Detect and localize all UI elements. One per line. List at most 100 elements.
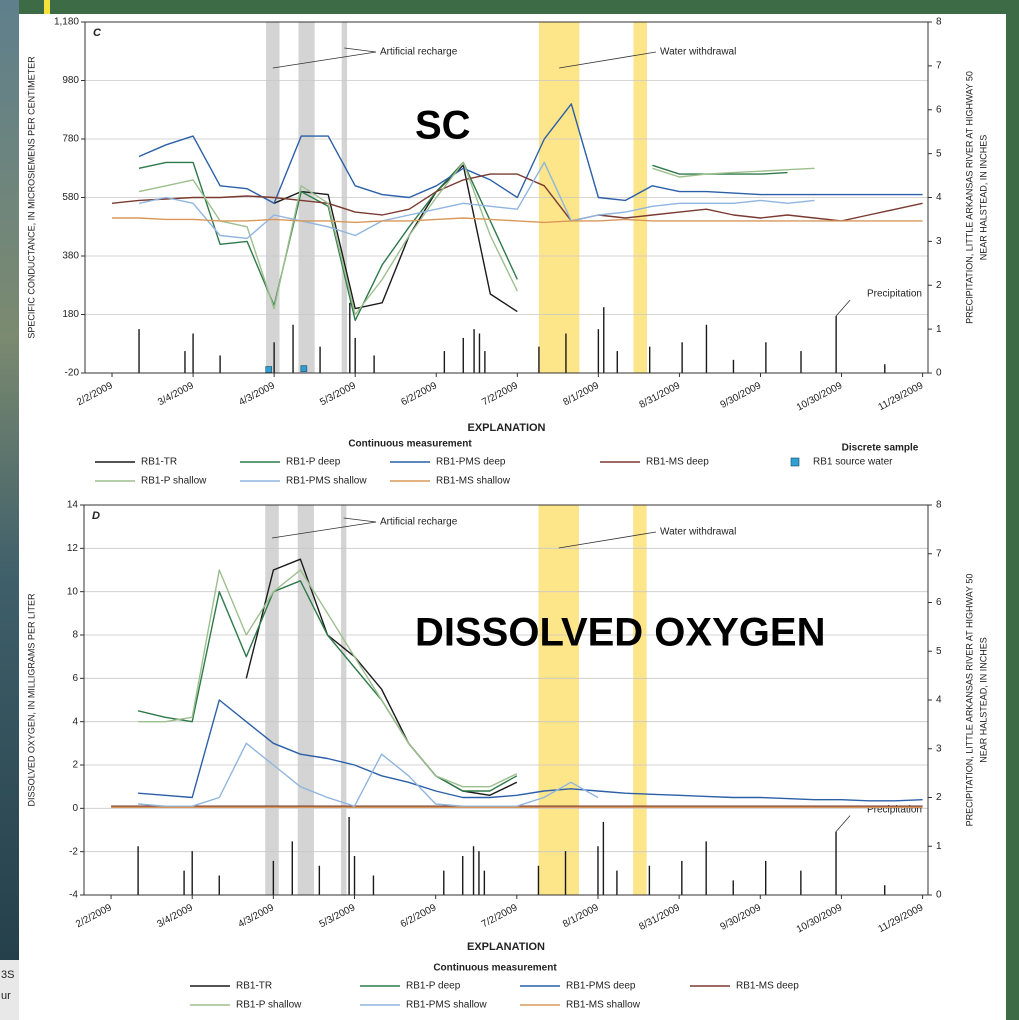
shaded-period bbox=[633, 505, 647, 895]
y2-tick-label: 3 bbox=[936, 743, 942, 754]
y2-tick-label: 0 bbox=[936, 890, 942, 901]
series-line bbox=[245, 558, 518, 796]
legend-group: Continuous measurement bbox=[433, 963, 557, 974]
legend-label: RB1-PMS deep bbox=[436, 457, 506, 468]
series-line bbox=[138, 569, 518, 788]
overlay-label: SC bbox=[415, 104, 471, 148]
legend-group: Discrete sample bbox=[842, 443, 919, 454]
y2-tick-label: 6 bbox=[936, 597, 942, 608]
legend-label: RB1-MS shallow bbox=[436, 476, 511, 487]
chart-C: -201803805807809801,1800123456782/2/2009… bbox=[26, 17, 988, 487]
legend-label: RB1-MS deep bbox=[646, 457, 709, 468]
leader-line bbox=[271, 521, 377, 539]
legend-label: RB1-P shallow bbox=[236, 1000, 302, 1011]
y-tick-label: -4 bbox=[69, 890, 78, 901]
y-axis-label: SPECIFIC CONDUCTANCE, IN MICROSIEMENS PE… bbox=[26, 56, 36, 339]
y2-axis-label: PRECIPITATION, LITTLE ARKANSAS RIVER AT … bbox=[964, 71, 974, 324]
legend-label: RB1-P deep bbox=[286, 457, 341, 468]
legend-label: RB1-MS deep bbox=[736, 981, 799, 992]
y-tick-label: -20 bbox=[65, 368, 80, 379]
annotation: Water withdrawal bbox=[660, 527, 736, 538]
legend-label: RB1-TR bbox=[141, 457, 177, 468]
series-line bbox=[138, 161, 815, 240]
y-tick-label: 2 bbox=[72, 760, 78, 771]
shaded-period bbox=[340, 505, 347, 895]
leader-line bbox=[558, 531, 657, 549]
annotation: Artificial recharge bbox=[380, 517, 458, 528]
leader-line bbox=[343, 517, 377, 523]
y-tick-label: 580 bbox=[62, 192, 79, 203]
y-tick-label: -2 bbox=[69, 846, 78, 857]
y-tick-label: 0 bbox=[72, 803, 78, 814]
y2-tick-label: 2 bbox=[936, 280, 942, 291]
y-tick-label: 1,180 bbox=[54, 17, 79, 28]
legend-group: Continuous measurement bbox=[348, 439, 472, 450]
cut-text: ur bbox=[1, 990, 11, 1002]
series-line bbox=[138, 161, 815, 316]
legend-label: RB1-MS shallow bbox=[566, 1000, 641, 1011]
y-tick-label: 6 bbox=[72, 673, 78, 684]
precipitation-label: Precipitation bbox=[867, 804, 922, 815]
figure-panel bbox=[19, 14, 1006, 1020]
highlight-mark bbox=[44, 0, 50, 14]
legend-label: RB1-P deep bbox=[406, 981, 461, 992]
overlay-label: DISSOLVED OXYGEN bbox=[415, 611, 825, 655]
y-axis-label: DISSOLVED OXYGEN, IN MILLIGRAMS PER LITE… bbox=[26, 593, 36, 806]
y-tick-label: 10 bbox=[67, 586, 79, 597]
y2-tick-label: 5 bbox=[936, 148, 942, 159]
precipitation-label: Precipitation bbox=[867, 289, 922, 300]
y-tick-label: 180 bbox=[62, 309, 79, 320]
y2-tick-label: 8 bbox=[936, 500, 942, 511]
y-tick-label: 980 bbox=[62, 75, 79, 86]
y2-axis-label: NEAR HALSTEAD, IN INCHES bbox=[978, 637, 988, 763]
annotation: Water withdrawal bbox=[660, 47, 736, 58]
y-tick-label: 14 bbox=[67, 500, 79, 511]
legend-heading: EXPLANATION bbox=[467, 422, 545, 434]
y2-tick-label: 0 bbox=[936, 368, 942, 379]
y2-tick-label: 5 bbox=[936, 646, 942, 657]
cut-text: 3S bbox=[1, 969, 14, 981]
legend-label: RB1 source water bbox=[813, 457, 893, 468]
y-tick-label: 8 bbox=[72, 630, 78, 641]
y2-tick-label: 8 bbox=[936, 17, 942, 28]
series-line bbox=[138, 103, 923, 204]
y2-axis-label: PRECIPITATION, LITTLE ARKANSAS RIVER AT … bbox=[964, 574, 974, 827]
y2-tick-label: 7 bbox=[936, 61, 942, 72]
y-tick-label: 12 bbox=[67, 543, 79, 554]
series-line bbox=[138, 699, 923, 802]
annotation: Artificial recharge bbox=[380, 47, 458, 58]
legend-label: RB1-TR bbox=[236, 981, 272, 992]
y2-tick-label: 6 bbox=[936, 104, 942, 115]
y2-tick-label: 4 bbox=[936, 192, 942, 203]
series-line bbox=[138, 742, 599, 807]
discrete-sample bbox=[300, 365, 308, 372]
y-tick-label: 380 bbox=[62, 251, 79, 262]
photo-strip bbox=[0, 0, 19, 960]
y2-tick-label: 3 bbox=[936, 236, 942, 247]
legend-label: RB1-P shallow bbox=[141, 476, 207, 487]
leader-line bbox=[835, 815, 851, 832]
y2-tick-label: 7 bbox=[936, 548, 942, 559]
shaded-period bbox=[538, 505, 580, 895]
y2-axis-label: NEAR HALSTEAD, IN INCHES bbox=[978, 135, 988, 261]
leader-line bbox=[835, 299, 851, 317]
y2-tick-label: 1 bbox=[936, 324, 942, 335]
series-line bbox=[111, 173, 923, 222]
y-tick-label: 4 bbox=[72, 716, 78, 727]
legend-heading: EXPLANATION bbox=[467, 941, 545, 953]
y2-tick-label: 4 bbox=[936, 695, 942, 706]
plot-frame bbox=[84, 21, 929, 374]
leader-line bbox=[559, 51, 657, 69]
series-line bbox=[112, 217, 923, 224]
y2-tick-label: 2 bbox=[936, 792, 942, 803]
leader-line bbox=[272, 51, 377, 69]
shaded-period bbox=[265, 505, 279, 895]
discrete-sample bbox=[265, 366, 273, 373]
y-tick-label: 780 bbox=[62, 134, 79, 145]
legend-label: RB1-PMS shallow bbox=[286, 476, 367, 487]
caption-strip bbox=[0, 960, 19, 1020]
y2-tick-label: 1 bbox=[936, 841, 942, 852]
legend-swatch bbox=[790, 457, 800, 467]
panel-letter: D bbox=[92, 510, 100, 522]
